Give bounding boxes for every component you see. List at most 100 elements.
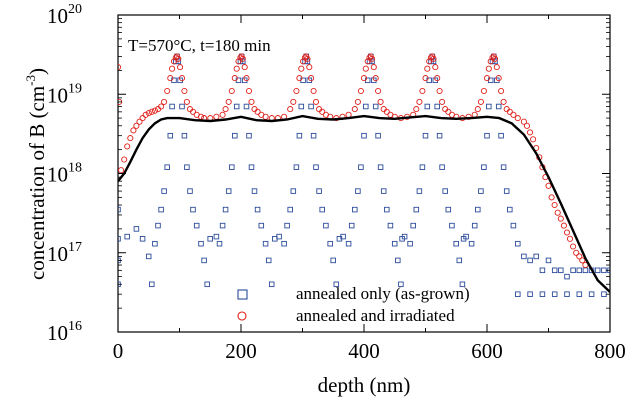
data-point-circle: [430, 55, 437, 62]
data-point-square: [118, 236, 121, 242]
data-point-square: [582, 267, 589, 274]
data-point-circle: [370, 64, 377, 71]
data-point-square: [293, 164, 300, 170]
data-point-square: [395, 257, 401, 264]
data-point-square: [478, 188, 484, 194]
data-point-circle: [545, 182, 552, 189]
data-point-circle: [445, 108, 452, 115]
data-point-square: [398, 281, 404, 288]
y-tick-label: 1018: [47, 161, 82, 187]
data-point-square: [445, 206, 452, 213]
x-tick-label: 400: [348, 339, 380, 363]
data-point-square: [413, 206, 420, 213]
data-point-square: [229, 164, 235, 170]
data-point-square: [333, 281, 340, 288]
data-point-square: [352, 206, 358, 213]
data-point-circle: [231, 75, 238, 82]
data-point-circle: [474, 106, 481, 113]
data-point-square: [503, 188, 510, 194]
data-point-circle: [169, 65, 176, 72]
y-tick-label: 1017: [47, 240, 82, 266]
data-point-circle: [308, 75, 315, 82]
data-point-circle: [139, 115, 146, 122]
data-point-circle: [383, 108, 390, 115]
data-point-square: [145, 253, 152, 260]
data-point-square: [164, 164, 170, 170]
data-point-square: [216, 240, 223, 247]
data-point-square: [422, 132, 429, 139]
data-point-circle: [434, 75, 441, 82]
legend-label-as-grown: annealed only (as-grown): [296, 284, 470, 303]
data-point-circle: [233, 65, 240, 72]
data-point-square: [551, 267, 558, 274]
data-point-square: [348, 222, 355, 229]
data-point-square: [222, 206, 229, 213]
data-point-circle: [432, 64, 439, 71]
data-point-square: [419, 164, 426, 170]
data-point-square: [358, 164, 364, 170]
data-point-circle: [170, 58, 178, 65]
data-point-square: [500, 164, 507, 170]
data-point-square: [355, 188, 361, 194]
data-point-square: [190, 206, 196, 213]
series-irradiated: [118, 53, 589, 269]
y-axis-label-close: ): [25, 68, 49, 75]
data-point-square: [316, 188, 322, 194]
data-point-circle: [213, 113, 220, 120]
series-fit-line: [118, 114, 610, 293]
data-point-square: [471, 222, 478, 229]
data-point-square: [475, 206, 481, 213]
data-point-circle: [243, 75, 250, 82]
data-point-square: [401, 233, 408, 240]
data-point-square: [161, 188, 167, 194]
data-point-square: [424, 103, 431, 110]
data-point-square: [576, 267, 583, 274]
data-point-square: [310, 132, 317, 139]
data-point-circle: [262, 113, 269, 120]
data-point-square: [456, 257, 463, 264]
data-point-square: [323, 222, 329, 229]
data-point-square: [564, 291, 570, 297]
data-point-square: [468, 240, 475, 247]
data-point-square: [486, 103, 492, 110]
series-as-grown: [118, 53, 610, 297]
data-point-circle: [225, 98, 232, 105]
data-point-circle: [377, 98, 384, 105]
data-point-square: [576, 291, 583, 297]
y-axis-label-main: concentration of B (cm: [25, 86, 49, 280]
data-point-square: [380, 188, 387, 194]
x-tick-label: 200: [225, 339, 257, 363]
data-point-square: [601, 291, 607, 297]
data-point-circle: [351, 106, 358, 113]
data-point-circle: [189, 108, 197, 115]
data-point-square: [254, 206, 261, 213]
data-point-circle: [290, 98, 297, 105]
data-point-circle: [436, 87, 443, 95]
data-point-circle: [133, 122, 140, 129]
data-point-circle: [228, 87, 235, 95]
data-point-square: [219, 222, 226, 229]
data-point-square: [330, 257, 336, 264]
data-point-circle: [579, 257, 586, 264]
data-point-square: [298, 103, 305, 110]
data-point-square: [407, 240, 413, 247]
data-point-square: [387, 222, 394, 229]
data-point-circle: [372, 75, 379, 82]
data-point-circle: [181, 87, 188, 95]
data-point-circle: [239, 55, 246, 62]
data-point-circle: [419, 87, 426, 95]
data-point-circle: [530, 136, 537, 143]
data-point-circle: [161, 98, 168, 105]
data-point-circle: [118, 64, 122, 71]
data-point-circle: [493, 64, 500, 71]
data-point-square: [313, 164, 319, 170]
data-point-square: [361, 132, 367, 139]
data-point-square: [391, 240, 398, 247]
data-point-square: [179, 103, 185, 110]
data-point-circle: [245, 87, 253, 95]
x-axis-ticks: 0 200 400 600 800: [113, 15, 626, 363]
data-point-square: [232, 132, 238, 139]
data-point-circle: [500, 98, 507, 105]
data-point-square: [372, 103, 379, 110]
data-point-circle: [487, 58, 494, 65]
